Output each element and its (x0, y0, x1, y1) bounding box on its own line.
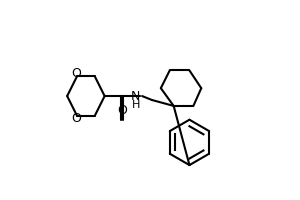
Text: O: O (118, 104, 127, 117)
Text: O: O (72, 67, 82, 80)
Text: H: H (132, 100, 140, 110)
Text: O: O (72, 112, 82, 125)
Text: N: N (131, 90, 140, 103)
